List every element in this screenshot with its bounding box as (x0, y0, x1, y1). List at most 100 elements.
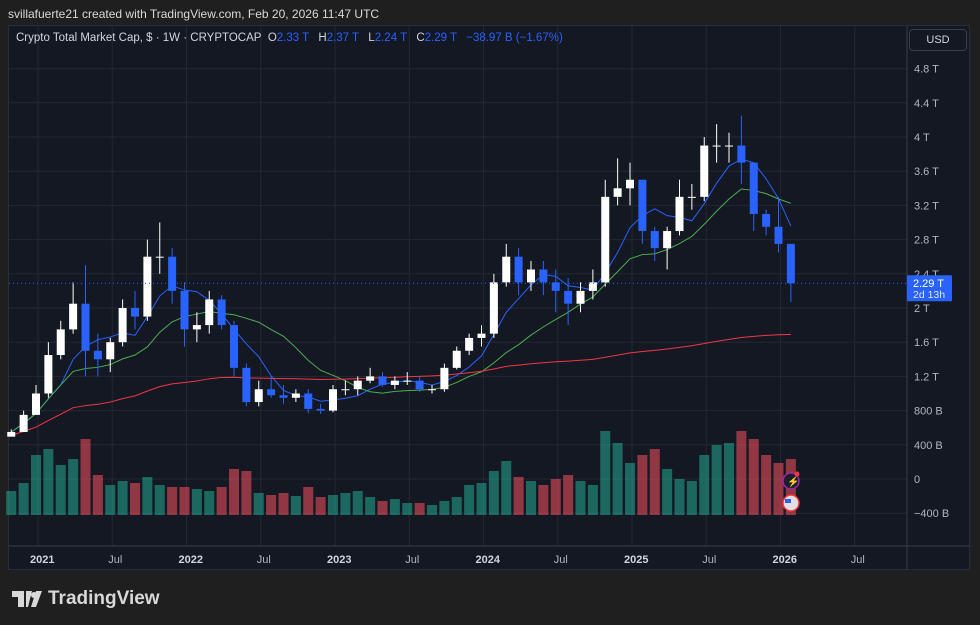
candle-body (341, 389, 350, 391)
last-price-value: 2.29 T (913, 278, 944, 290)
high-value: 2.37 T (326, 32, 360, 44)
candle-body (700, 145, 709, 197)
volume-bar (563, 475, 574, 515)
volume-bar (80, 439, 91, 515)
volume-bar (290, 496, 301, 515)
x-tick-label: Jul (405, 554, 419, 566)
candle-body (712, 145, 721, 147)
candle-body (254, 389, 263, 403)
x-tick-label: Jul (257, 554, 271, 566)
volume-bar (328, 495, 338, 515)
y-tick-label: 4 T (914, 132, 930, 144)
volume-bar (402, 503, 413, 515)
volume-bar (439, 501, 450, 515)
candle-body (737, 145, 746, 163)
y-tick-label: 2.8 T (914, 235, 939, 247)
chart-caption: svillafuerte21 created with TradingView.… (8, 7, 380, 21)
candle-body (539, 269, 548, 283)
candle-body (465, 337, 474, 351)
candle-body (291, 393, 300, 398)
x-tick-label: 2026 (773, 554, 797, 566)
volume-bar (43, 449, 54, 515)
candle-body (663, 231, 672, 249)
candle-body (19, 414, 28, 432)
volume-bar (649, 449, 660, 515)
y-tick-label: 1.6 T (914, 337, 939, 349)
candle-body (279, 395, 288, 398)
candle-body (56, 329, 65, 356)
notification-dot-icon (794, 471, 800, 477)
candle-body (527, 269, 535, 283)
open-label: O (267, 32, 277, 44)
volume-bar (773, 463, 784, 515)
volume-bar (748, 439, 759, 515)
close-label: C (416, 32, 425, 44)
candle-body (440, 367, 449, 390)
volume-bar (142, 477, 153, 515)
candle-body (81, 303, 90, 351)
volume-bar (6, 491, 17, 515)
change-value: −38.97 B (−1.67%) (466, 32, 563, 44)
volume-bar (352, 491, 363, 515)
candle-body (366, 376, 375, 381)
x-tick-label: 2021 (30, 554, 54, 566)
candle-body (118, 308, 127, 343)
volume-bar (699, 455, 710, 515)
x-tick-label: 2023 (327, 554, 351, 566)
volume-bar (587, 485, 598, 515)
candle-body (626, 179, 634, 189)
lightning-event-icon (782, 472, 800, 490)
low-label: L (368, 32, 375, 44)
symbol-name: Crypto Total Market Cap, $ · 1W · CRYPTO… (16, 32, 262, 44)
volume-bar (526, 481, 536, 515)
x-tick-label: Jul (554, 554, 568, 566)
volume-bar (674, 479, 685, 515)
candle-body (168, 256, 177, 291)
currency-button[interactable]: USD (909, 29, 967, 51)
candle-body (230, 325, 238, 368)
candle-body (452, 350, 461, 368)
candle-body (143, 256, 152, 317)
candle-body (390, 380, 399, 385)
ma-fast-line (10, 158, 792, 433)
candle-body (774, 226, 783, 244)
candle-body (180, 290, 189, 330)
candle-body (762, 213, 771, 227)
volume-bar (117, 481, 128, 515)
volume-bar (204, 491, 215, 515)
candle-body (353, 380, 362, 390)
x-tick-label: Jul (702, 554, 716, 566)
volume-bar (253, 493, 264, 515)
volume-bar (736, 431, 747, 515)
candle-body (551, 282, 560, 291)
volume-bar (662, 469, 673, 515)
volume-bar (513, 477, 524, 515)
volume-bar (625, 463, 635, 515)
candle-body (217, 299, 226, 326)
candle-body (749, 162, 758, 214)
candle-body (329, 389, 337, 411)
y-tick-label: 2 T (914, 303, 930, 315)
candle-body (601, 196, 610, 283)
volume-bar (68, 459, 79, 515)
candle-body (638, 179, 647, 232)
tradingview-logo[interactable]: TradingView (12, 588, 160, 610)
volume-bar (179, 487, 190, 515)
volume-bar (414, 503, 425, 515)
y-tick-label: 4.4 T (914, 98, 939, 110)
candle-body (576, 290, 585, 304)
candle-body (242, 367, 251, 403)
candle-body (267, 389, 276, 396)
volume-bar (612, 443, 623, 515)
candle-body (786, 243, 795, 284)
volume-bar (216, 487, 227, 515)
volume-bar (575, 481, 586, 515)
volume-bar (303, 487, 314, 515)
candle-body (131, 308, 139, 317)
y-tick-label: −400 B (914, 508, 949, 520)
volume-bar (167, 487, 178, 515)
y-tick-label: 400 B (914, 440, 943, 452)
last-price-label (907, 275, 952, 302)
y-tick-label: 0 (914, 474, 920, 486)
